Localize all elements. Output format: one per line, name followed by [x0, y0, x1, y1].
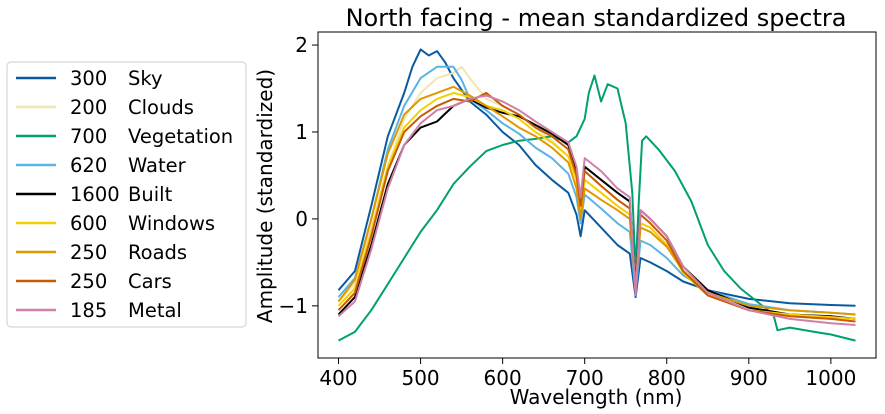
- legend-label: Water: [128, 154, 187, 177]
- y-tick-label: 0: [295, 207, 308, 231]
- legend-count: 185: [70, 299, 107, 322]
- legend-count: 250: [70, 270, 107, 293]
- legend-label: Built: [128, 183, 173, 206]
- legend-label: Roads: [128, 241, 187, 264]
- series-line-vegetation: [338, 74, 856, 342]
- legend: 300 Sky 200 Clouds 700 Vegetation 620 Water 1600…: [6, 61, 247, 328]
- legend-label: Sky: [128, 67, 163, 90]
- y-axis: −1 0 1 2: [279, 33, 318, 318]
- legend-item-clouds: 200 Clouds: [16, 96, 194, 119]
- legend-item-roads: 250 Roads: [16, 241, 187, 264]
- legend-label: Vegetation: [128, 125, 233, 148]
- legend-label: Windows: [128, 212, 215, 235]
- legend-count: 1600: [70, 183, 120, 206]
- legend-item-windows: 600 Windows: [16, 212, 215, 235]
- x-tick-label: 1000: [805, 366, 856, 390]
- legend-label: Metal: [128, 299, 182, 322]
- legend-count: 200: [70, 96, 107, 119]
- x-tick-label: 900: [730, 366, 768, 390]
- legend-label: Cars: [128, 270, 172, 293]
- chart-title: North facing - mean standardized spectra: [346, 4, 847, 32]
- y-tick-label: −1: [279, 294, 308, 318]
- y-tick-label: 1: [295, 120, 308, 144]
- series-line-built: [337, 97, 856, 320]
- x-tick-label: 600: [484, 366, 522, 390]
- legend-item-sky: 300 Sky: [16, 67, 163, 90]
- legend-count: 700: [70, 125, 107, 148]
- legend-count: 600: [70, 212, 107, 235]
- legend-count: 620: [70, 154, 107, 177]
- legend-count: 300: [70, 67, 107, 90]
- legend-item-built: 1600 Built: [16, 183, 173, 206]
- legend-label: Clouds: [128, 96, 194, 119]
- plot-frame: [317, 31, 877, 359]
- x-tick-label: 700: [566, 366, 604, 390]
- x-axis: 400 500 600 700 800 900 1000: [319, 358, 856, 390]
- series-layer: [337, 48, 856, 342]
- legend-count: 250: [70, 241, 107, 264]
- x-axis-label: Wavelength (nm): [510, 385, 683, 409]
- series-line-sky: [337, 48, 856, 307]
- series-line-metal: [337, 94, 856, 326]
- x-tick-label: 400: [319, 366, 357, 390]
- legend-item-water: 620 Water: [16, 154, 187, 177]
- legend-item-vegetation: 700 Vegetation: [16, 125, 233, 148]
- legend-item-metal: 185 Metal: [16, 299, 182, 322]
- legend-item-cars: 250 Cars: [16, 270, 172, 293]
- x-tick-label: 800: [648, 366, 686, 390]
- series-line-water: [337, 65, 856, 316]
- y-axis-label: Amplitude (standardized): [253, 69, 277, 323]
- y-tick-label: 2: [295, 33, 308, 57]
- x-tick-label: 500: [401, 366, 439, 390]
- legend-box: [6, 61, 247, 328]
- series-line-cars: [337, 91, 856, 323]
